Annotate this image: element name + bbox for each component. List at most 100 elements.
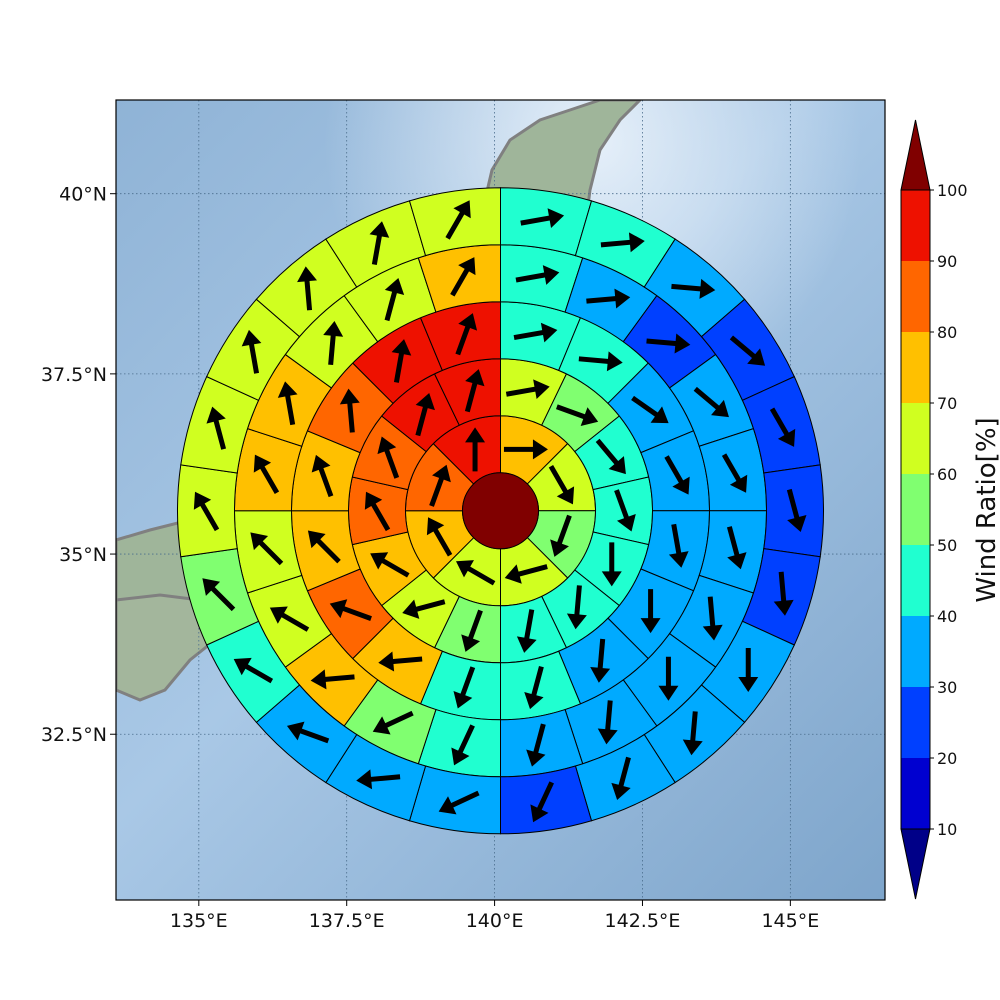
x-tick-label: 135°E	[170, 910, 228, 932]
wind-arrow	[311, 454, 334, 498]
wind-arrow	[769, 407, 796, 447]
y-axis-ticks: 32.5°N 35°N 37.5°N 40°N	[41, 184, 116, 746]
wind-arrow-shape	[370, 552, 410, 578]
wind-arrow-shape	[530, 781, 554, 823]
wind-arrow-shape	[503, 439, 548, 460]
wind-arrow-shape	[464, 369, 485, 413]
wind-arrow-shape	[595, 438, 626, 475]
wind-arrow-shape	[786, 488, 807, 533]
wind-arrow	[631, 395, 669, 424]
colorbar-tick-label: 10	[937, 820, 957, 839]
wind-arrow-shape	[668, 523, 689, 568]
wind-arrow-shape	[429, 464, 451, 507]
y-tick-label: 40°N	[59, 184, 107, 206]
colorbar-tick-label: 60	[937, 465, 957, 484]
colorbar-tick-label: 20	[937, 749, 957, 768]
wind-arrow-shape	[391, 339, 412, 383]
wind-arrow-shape	[769, 407, 796, 447]
x-tick-label: 142.5°E	[605, 910, 681, 932]
wind-arrow-shape	[640, 589, 661, 634]
wind-arrow	[550, 514, 572, 557]
wind-arrow-shape	[693, 386, 729, 418]
wind-arrow	[721, 453, 748, 493]
colorbar-tick-label: 30	[937, 678, 957, 697]
wind-arrow	[555, 404, 599, 427]
colorbar-tick-label: 80	[937, 323, 957, 342]
wind-arrow-shape	[384, 277, 405, 322]
wind-arrow-shape	[329, 599, 372, 621]
wind-arrow	[202, 578, 236, 612]
wind-arrows	[193, 200, 807, 823]
wind-arrow-shape	[515, 265, 560, 285]
colorbar: 10 20 30 40 50 60 70 80 90 100	[900, 119, 968, 900]
wind-arrow-shape	[465, 427, 486, 472]
wind-arrow-shape	[461, 609, 483, 652]
x-tick-label: 137.5°E	[309, 910, 385, 932]
wind-arrow	[250, 532, 284, 566]
colorbar-band	[901, 758, 930, 829]
colorbar-tick-label: 40	[937, 607, 957, 626]
wind-arrow-shape	[415, 393, 435, 437]
wind-arrow	[445, 200, 471, 240]
wind-arrow	[339, 388, 360, 433]
wind-arrow-shape	[297, 266, 317, 311]
wind-arrow	[611, 756, 631, 800]
wind-arrow-shape	[658, 656, 679, 701]
wind-arrow-shape	[339, 388, 360, 433]
wind-arrow-shape	[597, 700, 618, 745]
wind-arrow-shape	[233, 657, 274, 684]
colorbar-tick-label: 90	[937, 252, 957, 271]
x-axis-ticks: 135°E 137.5°E 140°E 142.5°E 145°E	[170, 900, 819, 932]
wind-arrow	[286, 721, 330, 744]
wind-arrow	[548, 465, 575, 505]
wind-arrow-shape	[450, 257, 476, 297]
wind-arrow-shape	[682, 711, 703, 756]
wind-arrow	[702, 596, 723, 641]
wind-arrow-shape	[286, 721, 330, 744]
wind-arrow-shape	[664, 455, 690, 495]
land-kii	[116, 593, 217, 702]
wind-ratio-sectors	[177, 187, 824, 835]
wind-arrow-shape	[726, 526, 747, 570]
wind-arrow-shape	[738, 648, 759, 693]
wind-arrow-shape	[311, 454, 334, 498]
wind-arrow-shape	[555, 404, 599, 427]
wind-arrow	[578, 351, 623, 372]
wind-arrow-shape	[729, 335, 766, 366]
wind-arrow-shape	[600, 232, 645, 253]
wind-arrow	[520, 208, 565, 228]
colorbar-band	[901, 332, 930, 403]
wind-arrow	[451, 724, 475, 766]
wind-arrow	[391, 339, 412, 383]
wind-arrow-shape	[310, 669, 355, 690]
wind-arrow-shape	[614, 489, 636, 532]
wind-arrow-shape	[566, 585, 587, 630]
wind-arrow	[693, 386, 729, 418]
wind-arrow-shape	[426, 517, 453, 557]
wind-arrow-shape	[277, 381, 298, 426]
wind-arrow	[640, 589, 661, 634]
wind-arrow	[429, 464, 451, 507]
wind-arrow	[566, 585, 587, 630]
wind-arrow-shape	[323, 320, 344, 366]
wind-arrow-shape	[590, 638, 611, 683]
sector-ring5	[500, 187, 593, 257]
wind-arrow-shape	[438, 790, 480, 815]
wind-arrow-shape	[377, 436, 400, 479]
wind-arrow	[233, 657, 274, 684]
wind-arrow-shape	[513, 322, 558, 343]
center-cell	[462, 472, 539, 550]
wind-arrow-shape	[526, 723, 546, 767]
wind-arrow	[307, 530, 341, 564]
wind-arrow-shape	[307, 530, 341, 564]
wind-arrow-shape	[505, 379, 550, 400]
wind-arrow-shape	[202, 578, 236, 612]
y-tick-label: 35°N	[59, 544, 107, 566]
colorbar-band	[901, 261, 930, 332]
wind-arrow	[671, 278, 716, 299]
wind-arrow-shape	[193, 491, 220, 532]
wind-arrow	[526, 723, 546, 767]
wind-arrow	[193, 491, 220, 532]
